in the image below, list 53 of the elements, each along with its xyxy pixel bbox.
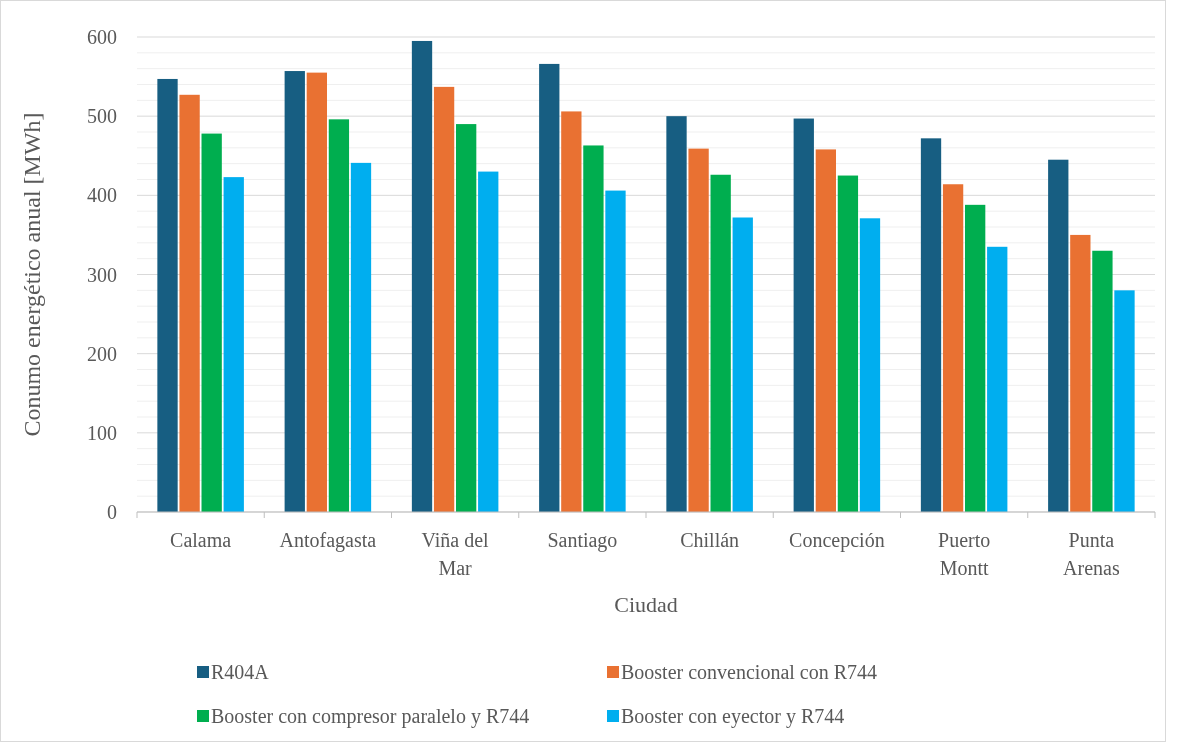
x-tick-label: Puerto Montt bbox=[938, 529, 991, 579]
y-tick-label: 100 bbox=[87, 421, 117, 444]
bar bbox=[561, 111, 582, 512]
bar bbox=[456, 124, 477, 512]
legend-label: Booster con eyector y R744 bbox=[621, 705, 845, 728]
bar bbox=[539, 63, 560, 512]
bar bbox=[837, 175, 859, 512]
bar bbox=[306, 72, 327, 512]
x-tick-label: Punta Arenas bbox=[1063, 529, 1120, 579]
bar bbox=[583, 145, 604, 512]
bar bbox=[666, 116, 687, 512]
bar bbox=[284, 71, 305, 512]
bar bbox=[688, 148, 709, 512]
y-tick-label: 200 bbox=[87, 342, 117, 365]
bar bbox=[223, 177, 244, 512]
y-tick-label: 300 bbox=[87, 263, 117, 286]
bar bbox=[605, 190, 626, 512]
bar bbox=[942, 184, 964, 512]
x-tick-label: Chillán bbox=[680, 529, 740, 551]
legend-label: Booster convencional con R744 bbox=[621, 661, 878, 683]
x-tick-label: Antofagasta bbox=[279, 529, 377, 552]
bar bbox=[350, 162, 372, 512]
bar bbox=[987, 246, 1008, 512]
bar bbox=[179, 94, 200, 512]
x-tick-label: Concepción bbox=[789, 529, 885, 552]
legend-label: R404A bbox=[211, 661, 270, 683]
bar bbox=[157, 78, 178, 512]
x-axis-title: Ciudad bbox=[614, 592, 678, 617]
bar bbox=[793, 118, 814, 512]
bar bbox=[1048, 159, 1069, 512]
bar bbox=[920, 138, 942, 512]
bar bbox=[201, 133, 222, 512]
y-tick-label: 400 bbox=[87, 184, 117, 207]
bar bbox=[1092, 250, 1113, 512]
x-tick-label: Santiago bbox=[547, 529, 618, 552]
y-tick-label: 0 bbox=[107, 501, 117, 523]
y-axis-title: Conumo energético anual [MWh] bbox=[19, 112, 45, 437]
bar bbox=[732, 217, 753, 512]
y-tick-label: 600 bbox=[87, 26, 117, 48]
bar bbox=[710, 174, 731, 512]
x-tick-label: Calama bbox=[170, 529, 232, 551]
legend-label: Booster con compresor paralelo y R744 bbox=[211, 705, 530, 728]
bar bbox=[328, 119, 350, 512]
bar bbox=[478, 171, 499, 512]
bar bbox=[859, 218, 881, 512]
bar bbox=[815, 149, 836, 512]
bar bbox=[1070, 234, 1091, 512]
y-tick-label: 500 bbox=[87, 105, 117, 128]
bar bbox=[433, 86, 455, 512]
bar bbox=[411, 40, 433, 512]
bar bbox=[965, 204, 986, 512]
bar bbox=[1114, 290, 1135, 512]
x-tick-label: Viña del Mar bbox=[421, 529, 490, 579]
